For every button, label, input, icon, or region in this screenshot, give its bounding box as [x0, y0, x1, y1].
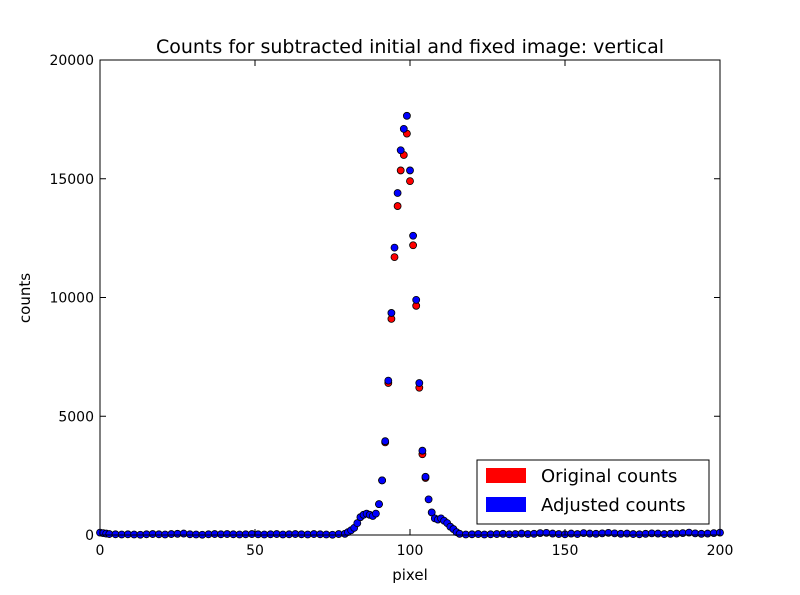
data-point: [390, 253, 399, 262]
data-point: [393, 189, 402, 197]
data-point: [393, 202, 402, 210]
y-tick-label: 20000: [49, 53, 94, 69]
legend-label: Original counts: [541, 466, 677, 487]
x-tick-label: 200: [707, 543, 734, 559]
legend-label: Adjusted counts: [541, 495, 686, 516]
y-axis-label: counts: [16, 273, 34, 323]
x-tick-label: 50: [246, 543, 264, 559]
data-point: [409, 241, 418, 250]
y-tick-label: 10000: [49, 291, 94, 307]
data-point: [427, 508, 436, 517]
legend: Original counts Adjusted counts: [476, 459, 710, 525]
data-point: [402, 111, 411, 120]
data-point: [353, 519, 362, 528]
legend-swatch: [486, 497, 526, 512]
x-tick-label: 150: [552, 543, 579, 559]
data-point: [381, 437, 390, 446]
data-point: [418, 446, 427, 455]
y-tick-label: 5000: [58, 409, 94, 425]
data-point: [378, 476, 387, 485]
data-point: [412, 295, 421, 304]
data-point: [421, 472, 430, 481]
legend-swatch: [486, 468, 526, 483]
y-tick-label: 15000: [49, 172, 94, 188]
data-point: [424, 495, 433, 504]
x-tick-label: 100: [397, 543, 424, 559]
data-point: [384, 376, 393, 385]
data-point: [399, 124, 408, 133]
data-point: [371, 509, 380, 518]
data-point: [409, 231, 418, 240]
x-tick-label: 0: [96, 543, 105, 559]
data-point: [406, 177, 414, 186]
series-1: [96, 111, 724, 539]
data-point: [396, 166, 405, 175]
data-point: [406, 166, 414, 175]
x-axis-label: pixel: [392, 566, 428, 584]
y-tick-label: 0: [85, 528, 94, 544]
data-point: [390, 243, 399, 252]
data-point: [396, 146, 405, 155]
chart-title: Counts for subtracted initial and fixed …: [156, 36, 664, 58]
data-point: [375, 500, 383, 509]
data-point: [415, 379, 424, 387]
axis-ticks: 0 50 100 150 200 0 5000 10000 15000 20000: [49, 53, 733, 559]
data-points: [96, 111, 724, 539]
data-point: [387, 309, 396, 317]
